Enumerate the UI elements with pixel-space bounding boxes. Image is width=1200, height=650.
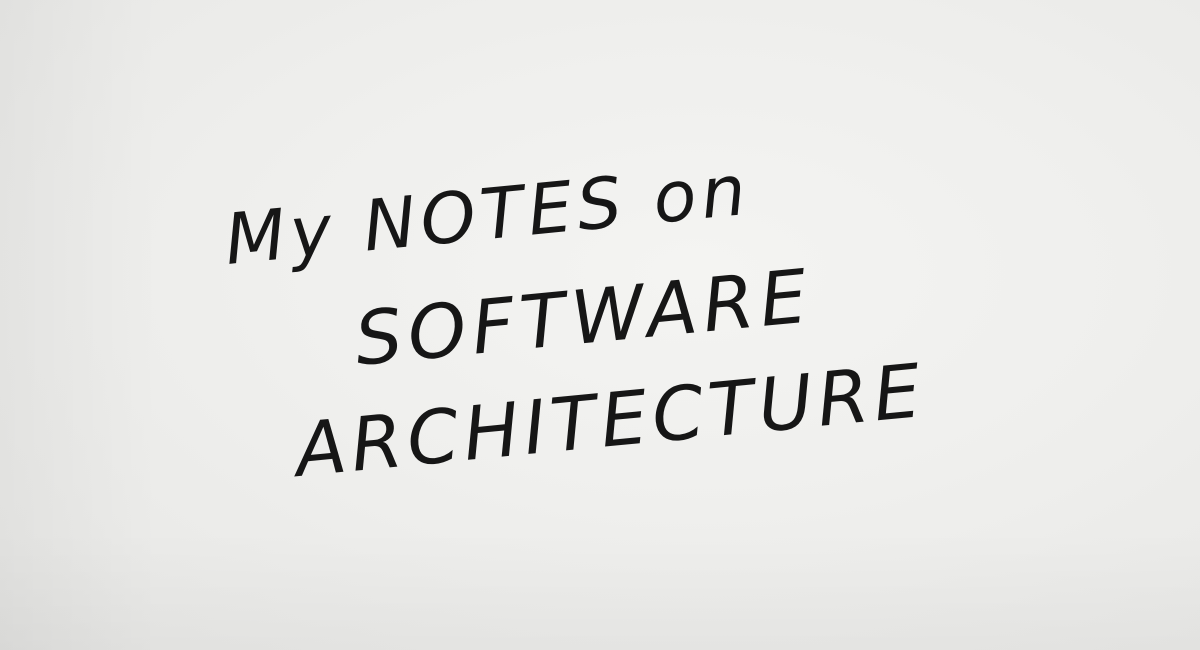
title-line-software: SOFTWARE: [351, 253, 817, 383]
paper-shadow-bottom: [0, 530, 1200, 650]
paper-shadow-left: [0, 0, 160, 650]
handwritten-title: My NOTES on SOFTWARE ARCHITECTURE: [199, 104, 991, 545]
title-line-my-notes-on: My NOTES on: [221, 148, 755, 281]
